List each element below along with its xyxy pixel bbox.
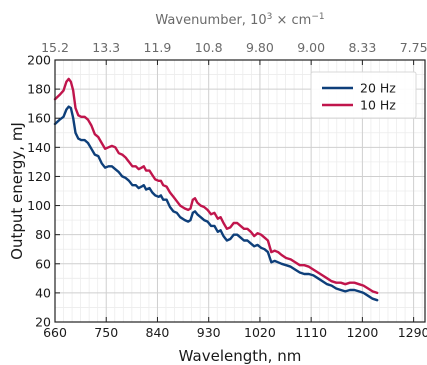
top-tick-label: 10.8 xyxy=(195,40,223,55)
top-tick-label: 9.00 xyxy=(297,40,325,55)
top-tick-label: 9.80 xyxy=(246,40,274,55)
y-tick-label: 60 xyxy=(35,256,51,271)
y-tick-label: 100 xyxy=(27,198,51,213)
top-tick-labels: 15.2 13.3 11.9 10.8 9.80 9.00 8.33 7.75 xyxy=(41,40,427,55)
y-tick-label: 40 xyxy=(35,285,51,300)
x-axis-title: Wavelength, nm xyxy=(179,347,302,365)
y-tick-labels: 20 40 60 80 100 120 140 160 180 200 xyxy=(27,53,51,330)
top-tick-label: 11.9 xyxy=(144,40,172,55)
legend: 20 Hz 10 Hz xyxy=(310,71,417,119)
x-tick-label: 660 xyxy=(43,325,67,340)
series-layer xyxy=(53,77,379,302)
y-tick-label: 140 xyxy=(27,140,51,155)
top-tick-label: 13.3 xyxy=(92,40,120,55)
top-tick-label: 15.2 xyxy=(41,40,69,55)
series-line-0 xyxy=(53,105,379,302)
y-tick-label: 180 xyxy=(27,82,51,97)
x-tick-label: 840 xyxy=(146,325,170,340)
plot-frame xyxy=(54,59,426,323)
x-tick-labels: 660 750 840 930 1020 1110 1200 1290 xyxy=(43,325,427,340)
y-tick-label: 120 xyxy=(27,169,51,184)
series-line-1 xyxy=(53,77,379,295)
legend-label-20hz: 20 Hz xyxy=(360,81,396,96)
x-tick-label: 1020 xyxy=(244,325,276,340)
legend-label-10hz: 10 Hz xyxy=(360,98,396,113)
y-tick-label: 80 xyxy=(35,227,51,242)
y-tick-label: 20 xyxy=(35,315,51,330)
x-tick-label: 1200 xyxy=(346,325,378,340)
major-gridlines xyxy=(54,59,425,323)
x-tick-label: 930 xyxy=(197,325,221,340)
axis-ticks xyxy=(54,59,415,323)
top-axis-title: Wavenumber, 103 × cm−1 xyxy=(155,12,324,28)
y-tick-label: 200 xyxy=(27,53,51,68)
top-tick-label: 7.75 xyxy=(400,40,427,55)
y-axis-title: Output energy, mJ xyxy=(8,122,26,260)
y-tick-label: 160 xyxy=(27,111,51,126)
x-tick-label: 1110 xyxy=(295,325,327,340)
top-tick-label: 8.33 xyxy=(348,40,376,55)
x-tick-label: 1290 xyxy=(398,325,427,340)
x-tick-label: 750 xyxy=(94,325,118,340)
legend-box xyxy=(310,71,417,119)
